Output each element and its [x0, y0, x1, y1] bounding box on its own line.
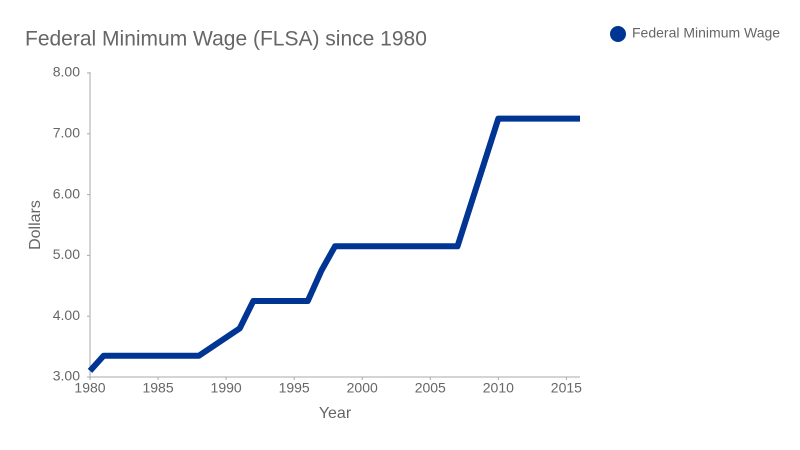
y-tick-label: 5.00: [53, 246, 80, 262]
legend-label: Federal Minimum Wage: [632, 25, 780, 41]
y-axis-title: Dollars: [27, 200, 44, 250]
y-tick-label: 4.00: [53, 307, 80, 323]
x-tick-label: 1985: [142, 380, 173, 396]
legend-marker: [610, 26, 626, 42]
y-tick-label: 3.00: [53, 368, 80, 384]
chart-title: Federal Minimum Wage (FLSA) since 1980: [25, 28, 427, 51]
data-line: [87, 115, 580, 373]
y-tick-label: 7.00: [53, 125, 80, 141]
y-tick-label: 6.00: [53, 185, 80, 201]
x-tick-label: 2015: [551, 380, 582, 396]
x-tick-label: 2010: [483, 380, 514, 396]
x-tick-label: 2000: [347, 380, 378, 396]
x-tick-label: 1980: [74, 380, 105, 396]
x-tick-label: 1990: [211, 380, 242, 396]
x-tick-label: 2005: [415, 380, 446, 396]
x-axis-title: Year: [319, 405, 352, 422]
y-tick-label: 8.00: [53, 64, 80, 80]
x-tick-label: 1995: [279, 380, 310, 396]
